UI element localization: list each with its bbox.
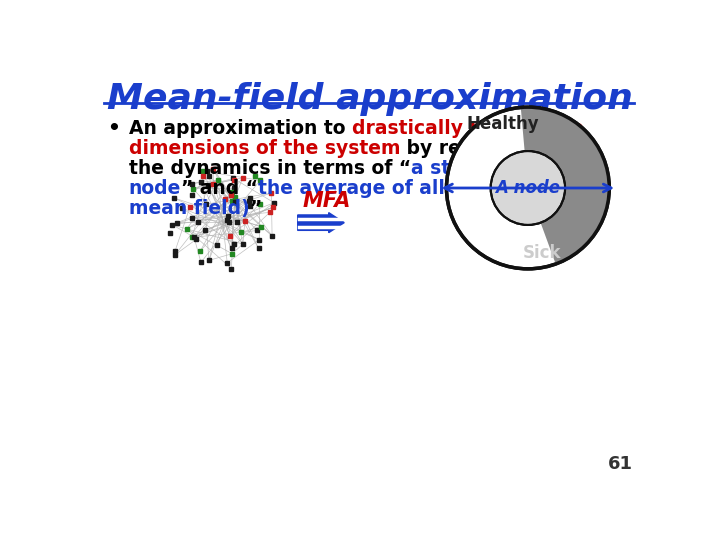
- Text: •: •: [107, 119, 120, 138]
- Text: A node: A node: [495, 179, 560, 197]
- Circle shape: [490, 151, 565, 225]
- Text: drastically reduce the: drastically reduce the: [352, 119, 584, 138]
- Text: the dynamics in terms of “: the dynamics in terms of “: [129, 159, 411, 178]
- Text: node: node: [129, 179, 181, 198]
- Wedge shape: [521, 107, 609, 264]
- Text: a state of one: a state of one: [411, 159, 557, 178]
- Text: MFA: MFA: [302, 191, 351, 211]
- Text: dimensions of the system: dimensions of the system: [129, 139, 400, 158]
- Text: Mean-field approximation: Mean-field approximation: [107, 82, 633, 116]
- Text: the average of all the rest (=: the average of all the rest (=: [258, 179, 566, 198]
- Text: Healthy: Healthy: [467, 115, 539, 133]
- Circle shape: [446, 107, 609, 269]
- FancyArrow shape: [297, 213, 344, 233]
- Text: 61: 61: [608, 455, 632, 473]
- Text: An approximation to: An approximation to: [129, 119, 352, 138]
- Text: ”: ”: [250, 199, 262, 218]
- Text: mean field): mean field): [129, 199, 250, 218]
- Text: by reformulating: by reformulating: [400, 139, 585, 158]
- Text: ” and “: ” and “: [181, 179, 258, 198]
- Text: Sick: Sick: [523, 245, 561, 262]
